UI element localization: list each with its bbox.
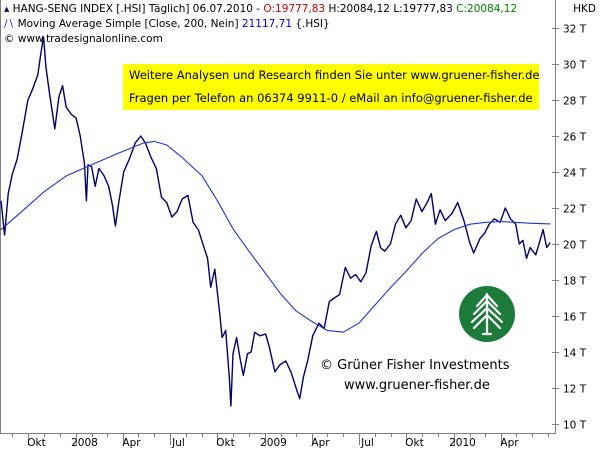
- x-tick-label: 2010: [449, 437, 476, 449]
- y-tick-label: 30 T: [563, 60, 587, 72]
- x-tick-label: Okt: [216, 437, 234, 449]
- y-tick-label: 26 T: [563, 132, 587, 144]
- close-value: C:20084,12: [452, 3, 518, 15]
- y-tick-label: 14 T: [563, 348, 587, 360]
- low-value: L:19777,83: [389, 3, 453, 15]
- y-tick-label: 32 T: [563, 24, 587, 36]
- copyright-tradesignal: © www.tradesignalonline.com: [4, 33, 163, 45]
- x-tick-label: Apr: [500, 437, 519, 449]
- x-tick-label: Jul: [171, 437, 185, 449]
- y-tick-label: 20 T: [563, 240, 587, 252]
- y-tick-label: 28 T: [563, 96, 587, 108]
- y-tick-label: 10 T: [563, 420, 587, 432]
- high-value: H:20084,12: [325, 3, 390, 15]
- price-series-line: [0, 36, 551, 407]
- y-tick-label: 22 T: [563, 204, 587, 216]
- banner-line-contact: Fragen per Telefon an 06374 9911-0 / eMa…: [129, 91, 533, 105]
- chart-legend-marker: ▴: [4, 3, 13, 15]
- advert-banner: Weitere Analysen und Research finden Sie…: [123, 64, 540, 110]
- moving-average-line: [0, 140, 551, 333]
- x-tick-label: Jul: [360, 437, 374, 449]
- ma-legend-marker: ∕∖: [4, 18, 18, 30]
- ma-value: 21117,71: [241, 18, 293, 30]
- ma-suffix: {.HSI}: [292, 18, 330, 30]
- y-tick-label: 18 T: [563, 276, 587, 288]
- y-tick-label: 24 T: [563, 168, 587, 180]
- y-tick-label: 16 T: [563, 312, 587, 324]
- x-tick-label: Apr: [122, 437, 141, 449]
- y-axis: 10 T 12 T 14 T 16 T 18 T 20 T 22 T 24 T 26 T 28 T…: [552, 24, 587, 432]
- ma-label: Moving Average Simple [Close, 200, Nein]: [17, 18, 242, 30]
- chart-header-ohlc: ▴ HANG-SENG INDEX [.HSI] Täglich] 06.07.…: [4, 3, 517, 16]
- chart-title: HANG-SENG INDEX [.HSI] Täglich] 06.07.20…: [12, 3, 264, 15]
- x-tick-label: Apr: [311, 437, 330, 449]
- x-axis: Okt 2008 Apr Jul Okt 2009 Apr Jul Okt 2010 Apr: [12, 433, 549, 449]
- banner-line-research: Weitere Analysen und Research finden Sie…: [129, 68, 540, 82]
- series-layer: [0, 36, 551, 407]
- x-tick-label: 2008: [71, 437, 98, 449]
- currency-label: HKD: [573, 3, 596, 15]
- x-tick-label: 2009: [260, 437, 287, 449]
- credit-website: www.gruener-fisher.de: [344, 378, 490, 393]
- open-value: O:19777,83: [263, 3, 326, 15]
- chart-header-ma: ∕∖ Moving Average Simple [Close, 200, Ne…: [4, 18, 330, 31]
- y-tick-label: 12 T: [563, 384, 587, 396]
- credit-company: © Grüner Fisher Investments: [320, 358, 510, 373]
- x-tick-label: Okt: [405, 437, 423, 449]
- x-tick-label: Okt: [27, 437, 45, 449]
- tree-icon: [459, 286, 515, 342]
